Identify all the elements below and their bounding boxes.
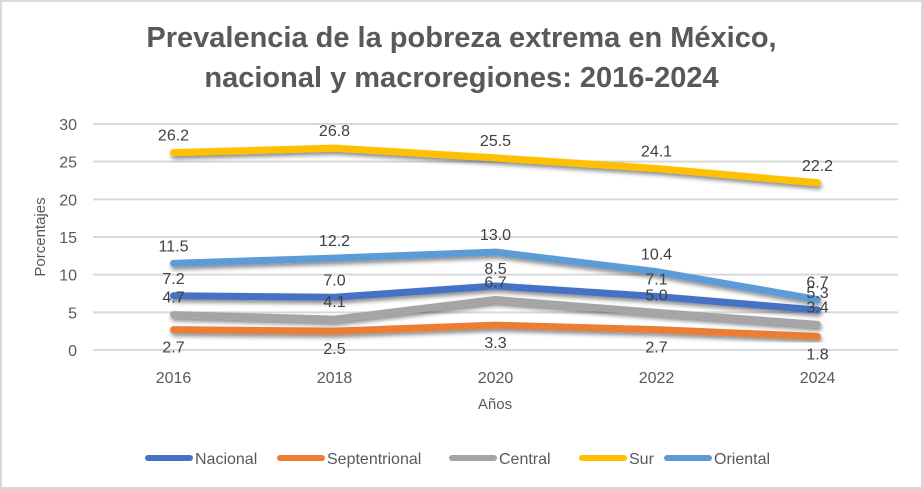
y-tick-label: 20 [59, 192, 77, 209]
data-label-septentrional: 2.7 [645, 340, 667, 357]
legend: Nacional Septentrional Central Sur Oriental [145, 451, 770, 468]
y-tick-label: 5 [68, 305, 77, 322]
x-tick-label: 2020 [478, 370, 514, 387]
gridlines [93, 123, 898, 351]
y-axis-ticks: 0 5 10 15 20 25 30 [59, 117, 77, 360]
series-line-nacional [170, 282, 821, 314]
data-label-sur: 26.2 [158, 128, 189, 145]
data-label-central: 6.7 [484, 275, 506, 292]
data-label-nacional: 5.3 [806, 285, 828, 302]
data-label-sur: 22.2 [802, 158, 833, 175]
data-label-sur: 25.5 [480, 133, 511, 150]
data-label-central: 4.1 [323, 294, 345, 311]
data-label-nacional: 7.2 [162, 271, 184, 288]
data-label-nacional: 7.1 [645, 272, 667, 289]
data-label-nacional: 8.5 [484, 261, 506, 278]
data-labels: 7.2 7.0 8.5 7.1 5.3 2.7 2.5 3.3 2.7 1.8 4.7 4.1 6.7 5… [158, 123, 833, 363]
data-label-septentrional: 2.7 [162, 340, 184, 357]
data-label-sur: 26.8 [319, 123, 350, 140]
data-label-nacional: 7.0 [323, 272, 345, 289]
y-tick-label: 15 [59, 230, 77, 247]
legend-label-oriental: Oriental [714, 451, 770, 468]
data-label-oriental: 12.2 [319, 233, 350, 250]
series-lines [170, 144, 821, 340]
y-tick-label: 25 [59, 155, 77, 172]
data-label-oriental: 10.4 [641, 247, 672, 264]
data-label-oriental: 11.5 [159, 238, 189, 255]
y-tick-label: 10 [59, 268, 77, 285]
data-label-central: 5.0 [645, 287, 667, 304]
data-label-oriental: 13.0 [480, 227, 511, 244]
data-label-septentrional: 3.3 [484, 335, 506, 352]
y-tick-label: 0 [68, 343, 77, 360]
x-tick-label: 2024 [800, 370, 836, 387]
legend-label-sur: Sur [629, 451, 655, 468]
y-tick-label: 30 [59, 117, 77, 134]
chart-title: Prevalencia de la pobreza extrema en Méx… [0, 18, 923, 98]
x-axis-ticks: 2016 2018 2020 2022 2024 [156, 370, 836, 387]
legend-label-septentrional: Septentrional [327, 451, 421, 468]
x-axis-title: Años [478, 396, 512, 413]
chart-title-line-1: Prevalencia de la pobreza extrema en Méx… [146, 22, 777, 54]
x-tick-label: 2022 [639, 370, 675, 387]
chart-title-line-2: nacional y macroregiones: 2016-2024 [204, 62, 719, 94]
y-axis-title: Porcentajes [32, 197, 49, 276]
series-line-septentrional [170, 321, 821, 340]
data-label-central: 4.7 [162, 290, 184, 307]
series-line-sur [170, 144, 821, 187]
data-label-sur: 24.1 [641, 143, 672, 160]
x-tick-label: 2018 [317, 370, 353, 387]
legend-label-central: Central [499, 451, 551, 468]
data-label-oriental: 6.7 [806, 275, 828, 292]
legend-label-nacional: Nacional [195, 451, 257, 468]
series-line-central [170, 296, 821, 328]
series-line-oriental [170, 248, 821, 304]
data-label-septentrional: 2.5 [323, 341, 345, 358]
x-tick-label: 2016 [156, 370, 192, 387]
data-label-septentrional: 1.8 [806, 346, 828, 363]
data-label-central: 3.4 [806, 299, 828, 316]
